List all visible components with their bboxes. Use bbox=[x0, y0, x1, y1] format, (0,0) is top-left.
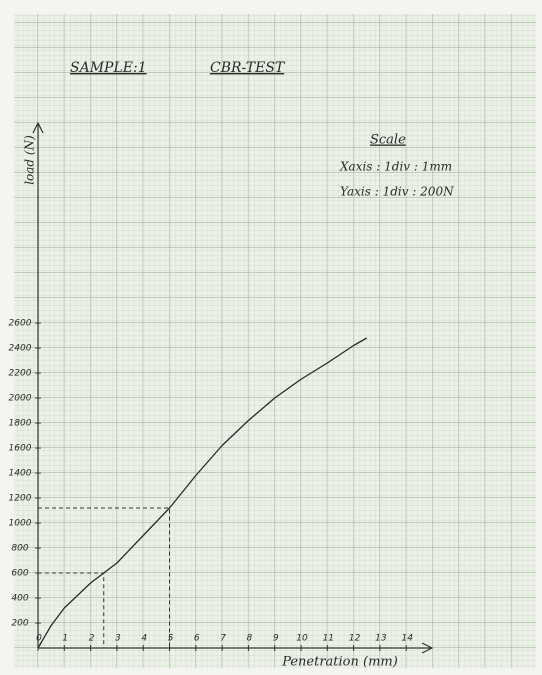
x-tick-label: 7 bbox=[220, 634, 226, 644]
x-tick-label: 13 bbox=[375, 634, 387, 644]
chart-title: CBR-TEST bbox=[210, 60, 286, 76]
x-tick-label: 14 bbox=[401, 634, 413, 644]
x-tick-label: 10 bbox=[296, 634, 308, 644]
chart: SAMPLE:1 CBR-TEST Scale Xaxis : 1div : 1… bbox=[0, 0, 542, 675]
scale-line: Xaxis : 1div : 1mm bbox=[339, 160, 452, 174]
x-tick-label: 4 bbox=[141, 634, 147, 644]
y-tick-label: 2000 bbox=[9, 394, 32, 404]
x-tick-label: 11 bbox=[323, 634, 334, 644]
y-axis-label: load (N) bbox=[23, 135, 37, 185]
scale-title: Scale bbox=[370, 133, 406, 148]
y-tick-label: 2200 bbox=[9, 369, 32, 379]
x-axis-label: Penetration (mm) bbox=[281, 655, 398, 670]
y-tick-label: 400 bbox=[11, 594, 28, 604]
y-tick-label: 2400 bbox=[9, 344, 32, 354]
x-tick-label: 8 bbox=[247, 634, 253, 644]
y-tick-label: 800 bbox=[11, 544, 28, 554]
scale-line: Yaxis : 1div : 200N bbox=[340, 185, 454, 199]
x-tick-label: 5 bbox=[168, 634, 174, 644]
y-tick-label: 600 bbox=[11, 569, 28, 579]
y-tick-label: 1600 bbox=[9, 444, 32, 454]
y-tick-label: 200 bbox=[11, 619, 28, 629]
y-tick-label: 1400 bbox=[9, 469, 32, 479]
sample-label: SAMPLE:1 bbox=[70, 60, 147, 76]
y-tick-label: 2600 bbox=[9, 319, 32, 329]
x-tick-label: 2 bbox=[89, 634, 95, 644]
x-tick-label: 9 bbox=[273, 634, 279, 644]
y-tick-label: 1200 bbox=[9, 494, 32, 504]
x-tick-label: 3 bbox=[115, 634, 121, 644]
x-tick-label: 12 bbox=[349, 634, 361, 644]
x-tick-label: 1 bbox=[62, 634, 68, 644]
x-tick-label: 6 bbox=[194, 634, 200, 644]
paper-grid bbox=[14, 14, 536, 668]
y-tick-label: 1000 bbox=[9, 519, 32, 529]
y-tick-label: 1800 bbox=[9, 419, 32, 429]
